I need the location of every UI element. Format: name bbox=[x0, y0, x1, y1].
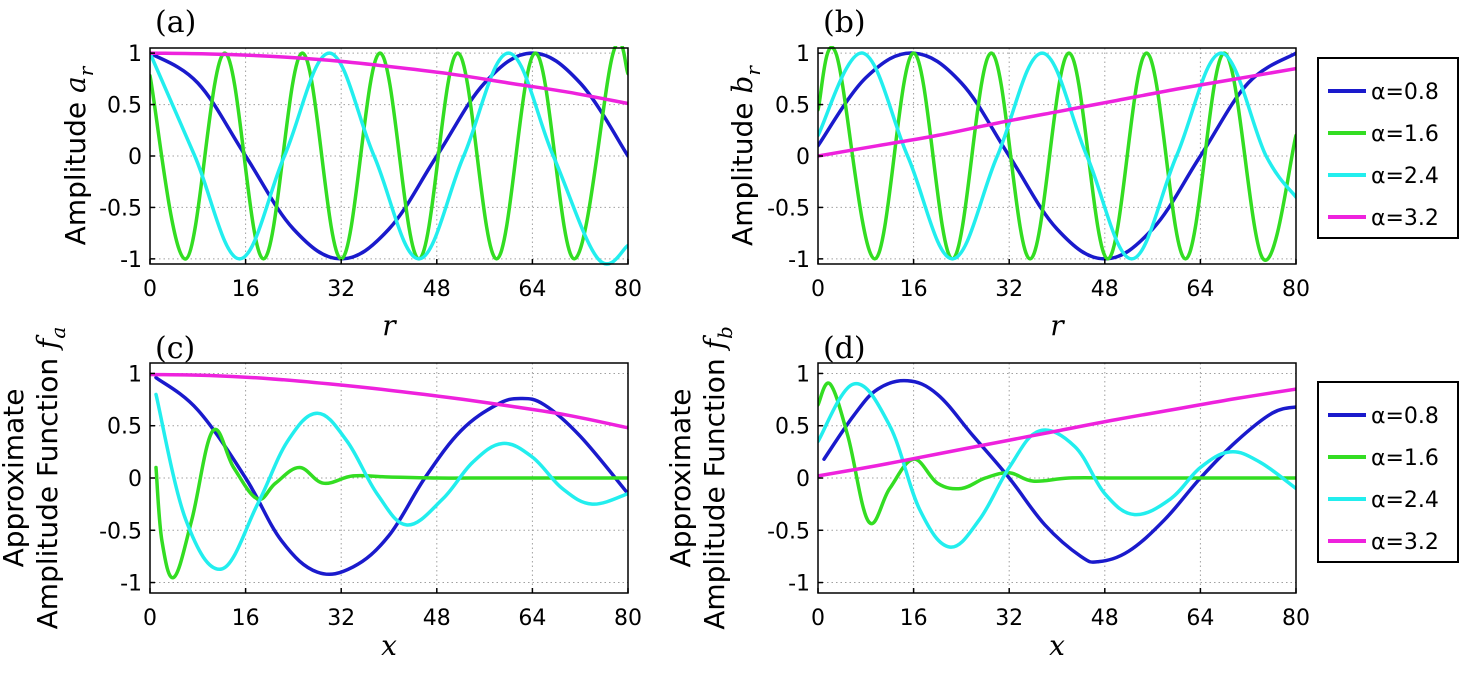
y-tick-label: -1 bbox=[120, 248, 142, 273]
panel-label-c: (c) bbox=[155, 331, 195, 366]
series-line-c bbox=[154, 375, 628, 577]
y-tick-label: -0.5 bbox=[99, 196, 142, 221]
y-tick-label: 0.5 bbox=[775, 415, 810, 440]
series-line-a bbox=[150, 51, 628, 266]
legend-label: α=0.8 bbox=[1371, 404, 1439, 429]
series-line-b bbox=[818, 46, 1296, 262]
x-tick-label: 32 bbox=[995, 277, 1023, 302]
y-tick-label: 0 bbox=[796, 145, 810, 170]
panel-label-d: (d) bbox=[823, 331, 866, 366]
panel-label-b: (b) bbox=[823, 5, 866, 40]
chart-panel-c: 0 16 32 48 64 80 1 0.5 0 -0.5 -1 (c) x Approximate Amp… bbox=[0, 327, 642, 662]
x-tick-label: 48 bbox=[1091, 606, 1119, 631]
y-tick-label: -0.5 bbox=[99, 519, 142, 544]
y-tick-label: 1 bbox=[128, 362, 142, 387]
series-line-c bbox=[154, 392, 628, 571]
chart-panel-d: 0 16 32 48 64 80 1 0.5 0 -0.5 -1 (d) x Approximate Amp… bbox=[664, 326, 1310, 662]
series-line-b bbox=[818, 51, 1296, 261]
y-tick-label: -1 bbox=[788, 572, 810, 597]
series-line-d bbox=[822, 378, 1296, 564]
y-tick-label: 0 bbox=[796, 467, 810, 492]
x-axis-label-a: r bbox=[382, 309, 397, 342]
chart-panel-b: 0 16 32 48 64 80 1 0.5 0 -0.5 -1 (b) r Amplitude br bbox=[726, 5, 1310, 342]
legend-label: α=0.8 bbox=[1371, 80, 1439, 105]
y-tick-label: -1 bbox=[120, 572, 142, 597]
series-group-d bbox=[818, 378, 1296, 564]
legend-label: α=3.2 bbox=[1371, 206, 1439, 231]
x-axis-label-c: x bbox=[381, 629, 397, 662]
y-tick-label: 0 bbox=[128, 145, 142, 170]
x-tick-label: 16 bbox=[900, 277, 928, 302]
y-axis-label-d: Approximate bbox=[664, 389, 697, 568]
x-tick-label: 48 bbox=[1091, 277, 1119, 302]
x-tick-label: 80 bbox=[1282, 277, 1310, 302]
x-tick-label: 80 bbox=[1282, 606, 1310, 631]
x-tick-label: 0 bbox=[143, 606, 157, 631]
x-tick-label: 0 bbox=[811, 277, 825, 302]
legend-bottom: α=0.8 α=1.6 α=2.4 α=3.2 bbox=[1317, 381, 1459, 563]
series-line-b bbox=[818, 66, 1296, 158]
legend-label: α=3.2 bbox=[1371, 530, 1439, 555]
legend-box bbox=[1317, 381, 1459, 563]
x-tick-label: 64 bbox=[1186, 606, 1214, 631]
x-tick-label: 32 bbox=[995, 606, 1023, 631]
legend-label: α=2.4 bbox=[1371, 488, 1439, 513]
x-tick-label: 16 bbox=[900, 606, 928, 631]
panel-label-a: (a) bbox=[155, 5, 196, 40]
x-axis-label-d: x bbox=[1049, 629, 1065, 662]
y-axis-label-b: Amplitude br bbox=[726, 65, 765, 246]
y-axis-label-c: Approximate bbox=[0, 389, 30, 568]
y-tick-label: 1 bbox=[128, 42, 142, 67]
x-tick-label: 80 bbox=[614, 277, 642, 302]
x-tick-label: 16 bbox=[232, 277, 260, 302]
x-tick-label: 80 bbox=[614, 606, 642, 631]
legend-label: α=2.4 bbox=[1371, 164, 1439, 189]
series-group-a bbox=[150, 46, 628, 266]
x-tick-label: 0 bbox=[143, 277, 157, 302]
legend-top: α=0.8 α=1.6 α=2.4 α=3.2 bbox=[1317, 57, 1459, 239]
chart-panel-a: 0 16 32 48 64 80 1 0.5 0 -0.5 -1 (a) r Amplitude ar bbox=[59, 5, 642, 342]
series-line-a bbox=[150, 51, 628, 106]
x-tick-label: 48 bbox=[423, 606, 451, 631]
series-group-c bbox=[150, 372, 628, 580]
series-line-a bbox=[150, 51, 628, 261]
y-axis-label-c: Amplitude Function fa bbox=[31, 327, 70, 630]
legend-label: α=1.6 bbox=[1371, 446, 1439, 471]
y-tick-label: 0.5 bbox=[107, 415, 142, 440]
y-tick-label: -1 bbox=[788, 248, 810, 273]
x-axis-label-b: r bbox=[1050, 309, 1065, 342]
series-line-d bbox=[818, 381, 1296, 526]
y-tick-label: 1 bbox=[796, 42, 810, 67]
y-tick-label: 0 bbox=[128, 467, 142, 492]
y-tick-label: -0.5 bbox=[767, 196, 810, 221]
series-line-b bbox=[818, 51, 1296, 261]
series-line-c bbox=[150, 372, 628, 430]
x-tick-label: 48 bbox=[423, 277, 451, 302]
x-tick-label: 64 bbox=[518, 277, 546, 302]
series-group-b bbox=[818, 46, 1296, 262]
x-tick-label: 64 bbox=[518, 606, 546, 631]
x-tick-label: 32 bbox=[327, 277, 355, 302]
y-tick-label: 0.5 bbox=[107, 94, 142, 119]
x-tick-label: 16 bbox=[232, 606, 260, 631]
legend-box bbox=[1317, 57, 1459, 239]
y-axis-label-a: Amplitude ar bbox=[59, 65, 98, 245]
x-tick-label: 32 bbox=[327, 606, 355, 631]
y-axis-label-d: Amplitude Function fb bbox=[698, 326, 737, 630]
y-tick-label: 1 bbox=[796, 362, 810, 387]
x-tick-label: 64 bbox=[1186, 277, 1214, 302]
x-tick-label: 0 bbox=[811, 606, 825, 631]
series-line-c bbox=[154, 427, 628, 580]
series-line-d bbox=[818, 387, 1296, 478]
y-tick-label: 0.5 bbox=[775, 94, 810, 119]
legend-label: α=1.6 bbox=[1371, 122, 1439, 147]
y-tick-label: -0.5 bbox=[767, 519, 810, 544]
series-line-d bbox=[818, 382, 1296, 549]
